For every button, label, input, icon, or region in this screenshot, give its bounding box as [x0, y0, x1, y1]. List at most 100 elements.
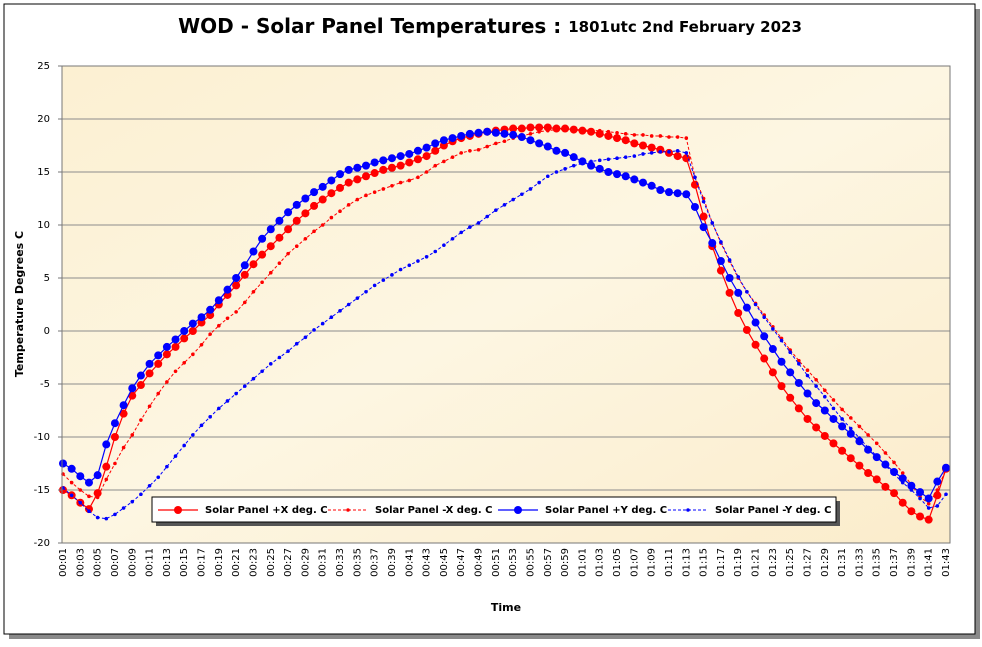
legend-entries: Solar Panel +X deg. C Solar Panel -X deg.… — [158, 505, 831, 516]
data-point — [537, 129, 541, 134]
data-point — [355, 296, 360, 300]
data-point — [396, 152, 405, 161]
data-point — [442, 159, 446, 164]
y-tick-label: -15 — [34, 485, 50, 496]
data-point — [268, 362, 273, 366]
data-point — [944, 492, 948, 497]
data-point — [234, 310, 238, 314]
data-point — [165, 464, 169, 469]
data-point — [217, 406, 221, 411]
data-point — [208, 415, 212, 419]
data-point — [266, 225, 275, 234]
x-tick-label: 00:07 — [110, 548, 121, 577]
data-point — [606, 129, 611, 134]
x-tick-label: 00:49 — [474, 548, 485, 577]
data-point — [483, 127, 492, 136]
x-tick-label: 00:59 — [560, 548, 571, 577]
data-point — [528, 187, 533, 191]
data-point — [589, 128, 593, 133]
data-point — [589, 159, 593, 164]
data-point — [892, 460, 896, 465]
y-tick-label: 20 — [37, 114, 50, 125]
data-point — [595, 129, 604, 138]
data-point — [571, 127, 576, 132]
x-tick-label: 01:09 — [647, 548, 658, 577]
data-point — [84, 505, 93, 514]
data-point — [338, 209, 342, 214]
legend-label: Solar Panel +Y deg. C — [545, 505, 667, 516]
x-tick-label: 01:15 — [699, 548, 710, 577]
x-tick-label: 01:03 — [595, 548, 606, 577]
data-point — [78, 500, 83, 505]
data-point — [597, 158, 602, 163]
data-point — [823, 394, 827, 399]
data-point — [128, 384, 137, 393]
data-point — [526, 123, 535, 132]
data-point — [840, 417, 844, 421]
data-point — [569, 153, 578, 162]
data-point — [563, 167, 567, 171]
x-tick-label: 00:11 — [145, 548, 156, 577]
data-point — [872, 475, 881, 484]
data-point — [563, 127, 567, 132]
data-point — [613, 170, 622, 179]
x-tick-label: 00:31 — [318, 548, 329, 577]
data-point — [286, 349, 290, 353]
data-point — [93, 471, 102, 480]
data-point — [301, 194, 310, 203]
data-point — [742, 303, 751, 312]
data-point — [372, 190, 377, 194]
data-point — [788, 350, 792, 355]
data-point — [284, 225, 293, 234]
data-point — [535, 139, 544, 148]
data-point — [329, 315, 334, 320]
x-tick-label: 00:43 — [422, 548, 433, 577]
data-point — [502, 203, 507, 207]
data-point — [121, 445, 126, 450]
data-point — [346, 302, 351, 307]
x-tick-label: 00:01 — [58, 548, 69, 577]
data-point — [545, 174, 550, 179]
data-point — [699, 212, 708, 221]
x-tick-label: 00:03 — [75, 548, 86, 577]
data-point — [699, 223, 708, 232]
series-layer — [59, 123, 950, 524]
data-point — [162, 350, 171, 359]
data-point — [370, 158, 379, 167]
x-tick-label: 00:13 — [162, 548, 173, 577]
data-point — [814, 384, 818, 388]
data-point — [76, 472, 85, 481]
data-point — [864, 445, 873, 454]
x-tick-label: 01:13 — [681, 548, 692, 577]
data-point — [494, 208, 498, 212]
data-point — [812, 399, 821, 408]
data-point — [684, 151, 689, 155]
data-point — [647, 181, 656, 190]
data-point — [881, 482, 890, 491]
data-point — [708, 239, 717, 248]
data-point — [716, 266, 725, 275]
data-point — [240, 270, 249, 279]
x-tick-label: 00:47 — [456, 548, 467, 577]
data-point — [344, 178, 353, 187]
data-point — [900, 480, 905, 485]
data-point — [154, 359, 163, 368]
y-tick-label: 0 — [44, 326, 50, 337]
data-point — [59, 486, 67, 494]
data-point — [327, 189, 336, 198]
x-tick-label: 01:19 — [733, 548, 744, 577]
data-point — [450, 236, 455, 241]
data-point — [926, 506, 931, 510]
x-tick-label: 01:23 — [768, 548, 779, 577]
legend-marker — [514, 506, 522, 514]
x-tick-label: 01:25 — [785, 548, 796, 577]
data-point — [838, 446, 847, 455]
data-point — [364, 289, 368, 294]
data-point — [344, 165, 353, 174]
data-point — [292, 216, 301, 225]
data-point — [476, 221, 481, 225]
data-point — [580, 161, 585, 166]
data-point — [102, 440, 111, 449]
data-point — [760, 354, 769, 363]
data-point — [240, 261, 249, 270]
